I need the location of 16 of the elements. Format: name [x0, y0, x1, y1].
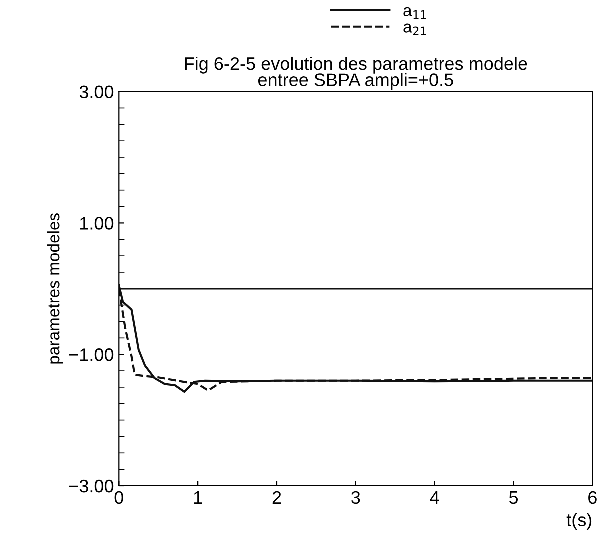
y-tick-label: −1.00	[69, 348, 114, 362]
y-tick-label: 1.00	[80, 217, 114, 230]
legend-label: a$_{21}$	[404, 24, 426, 36]
x-tick-label: 1	[194, 492, 202, 504]
y-tick-label: −3.00	[69, 480, 114, 493]
x-tick-label: 3	[352, 491, 360, 504]
x-tick-label: 0	[114, 491, 124, 504]
chart-title: Fig 6-2-5 evolution des parametres modele entree SBPA ampli=+0.5	[185, 56, 528, 90]
x-tick-label: 4	[430, 492, 440, 504]
y-tick-label: 3.00	[80, 86, 114, 99]
legend-label: a$_{11}$	[404, 7, 426, 20]
x-axis-title: t(s)	[566, 513, 592, 530]
x-tick-label: 5	[509, 492, 518, 504]
x-tick-label: 6	[588, 491, 597, 504]
x-tick-label: 2	[272, 491, 282, 504]
y-axis-title: parametres modeles	[48, 214, 64, 364]
